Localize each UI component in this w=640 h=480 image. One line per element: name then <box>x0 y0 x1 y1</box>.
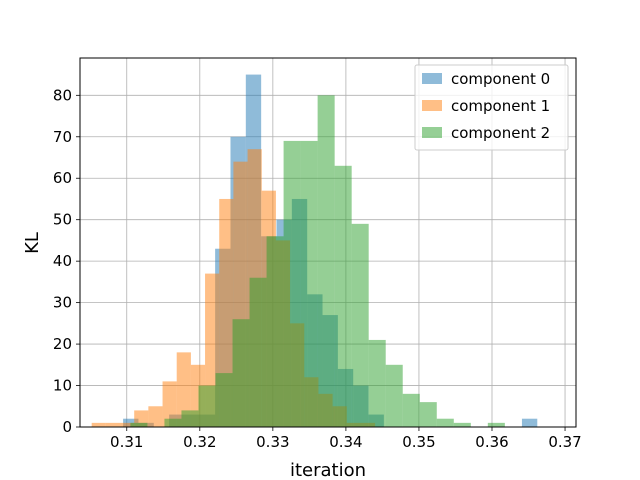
bars <box>91 74 538 428</box>
histogram-bar <box>162 381 177 427</box>
histogram-bar <box>91 422 106 427</box>
histogram-bar <box>351 223 369 427</box>
legend-label: component 0 <box>451 70 550 88</box>
histogram-bar <box>419 402 437 427</box>
x-tick-label: 0.36 <box>475 433 508 451</box>
y-tick-label: 20 <box>53 335 72 353</box>
histogram-bar <box>105 422 121 427</box>
histogram-bar <box>385 364 403 427</box>
x-tick-label: 0.35 <box>402 433 435 451</box>
legend-swatch <box>422 73 442 84</box>
x-tick-label: 0.32 <box>183 433 216 451</box>
x-tick-label: 0.37 <box>548 433 581 451</box>
histogram-bar <box>453 422 471 427</box>
series-2 <box>130 95 505 428</box>
histogram-bar <box>232 319 250 427</box>
histogram-bar <box>249 277 267 427</box>
y-tick-label: 30 <box>53 294 72 312</box>
histogram-bar <box>487 422 505 427</box>
y-tick-label: 70 <box>53 128 72 146</box>
legend-label: component 1 <box>451 97 550 115</box>
histogram-bar <box>334 165 352 427</box>
legend-swatch <box>422 127 442 138</box>
legend: component 0 component 1 component 2 <box>414 64 569 151</box>
legend-box <box>414 64 569 151</box>
histogram-bar <box>521 418 538 427</box>
x-axis-label: iteration <box>290 460 366 480</box>
histogram-bar <box>130 422 148 427</box>
histogram-bar <box>300 140 318 428</box>
histogram-bar <box>164 418 182 427</box>
histogram-bar <box>176 352 191 427</box>
histogram-bar <box>148 406 163 427</box>
legend-swatch <box>422 100 442 111</box>
histogram-bar <box>198 385 216 427</box>
y-tick-label: 0 <box>62 418 72 436</box>
x-tick-label: 0.31 <box>110 433 143 451</box>
histogram-bar <box>368 339 386 427</box>
plot-frame <box>79 57 577 428</box>
histogram-bar <box>215 373 233 427</box>
x-tick-label: 0.33 <box>256 433 289 451</box>
histogram-bar <box>219 198 234 427</box>
legend-label: component 2 <box>451 124 550 142</box>
y-tick-label: 60 <box>53 169 72 187</box>
y-tick-label: 80 <box>53 86 72 104</box>
histogram-bar <box>283 140 301 428</box>
histogram-bar <box>181 410 199 427</box>
histogram-bar <box>120 422 135 427</box>
histogram-bar <box>266 236 284 427</box>
histogram-bar <box>436 418 454 427</box>
y-tick-label: 10 <box>53 377 72 395</box>
y-axis-label: KL <box>22 232 43 254</box>
x-tick-label: 0.34 <box>329 433 362 451</box>
histogram-bar <box>317 95 335 427</box>
axis-ticks: 0.31 0.32 0.33 0.34 0.35 0.36 0.37 0 10 20 30 40 50 6… <box>53 86 582 451</box>
y-tick-label: 40 <box>53 252 72 270</box>
y-tick-label: 50 <box>53 211 72 229</box>
histogram-bar <box>402 393 420 427</box>
